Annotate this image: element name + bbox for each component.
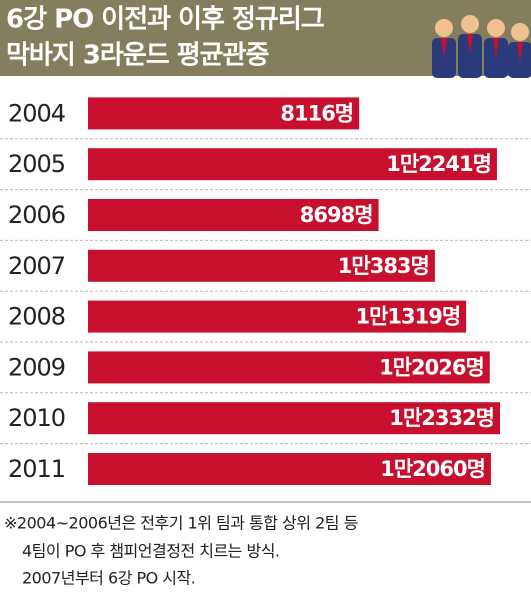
value-label: 1만2241명 <box>386 152 491 176</box>
y-tick-label: 2009 <box>8 353 65 381</box>
value-label: 1만1319명 <box>355 305 460 329</box>
bar <box>88 199 379 231</box>
y-tick-label: 2007 <box>8 252 65 280</box>
bar <box>88 351 490 384</box>
bar <box>88 249 435 282</box>
value-label: 1만383명 <box>338 254 429 278</box>
footnote: 4팀이 PO 후 챔피언결정전 치르는 방식. <box>22 542 280 561</box>
value-label: 1만2026명 <box>379 355 484 379</box>
chart-title: 막바지 3라운드 평균관중 <box>6 41 268 71</box>
bar <box>88 148 497 181</box>
footnote: ※2004~2006년은 전후기 1위 팀과 통합 상위 2팀 등 <box>4 514 358 533</box>
y-tick-label: 2005 <box>8 150 65 178</box>
chart-title: 6강 PO 이전과 이후 정규리그 <box>6 5 324 35</box>
bar <box>88 97 360 130</box>
bar <box>88 402 500 435</box>
value-label: 8116명 <box>280 101 353 125</box>
value-label: 1만2060명 <box>380 457 485 481</box>
y-tick-label: 2004 <box>8 99 65 127</box>
y-tick-label: 2010 <box>8 404 65 432</box>
y-tick-label: 2008 <box>8 303 65 331</box>
y-tick-label: 2006 <box>8 201 65 229</box>
value-label: 1만2332명 <box>389 406 494 430</box>
y-tick-label: 2011 <box>8 455 65 483</box>
bar <box>88 300 467 333</box>
people-icon <box>432 15 531 78</box>
value-label: 8698명 <box>300 203 373 227</box>
footnote: 2007년부터 6강 PO 시작. <box>22 569 195 588</box>
bar <box>88 453 491 485</box>
